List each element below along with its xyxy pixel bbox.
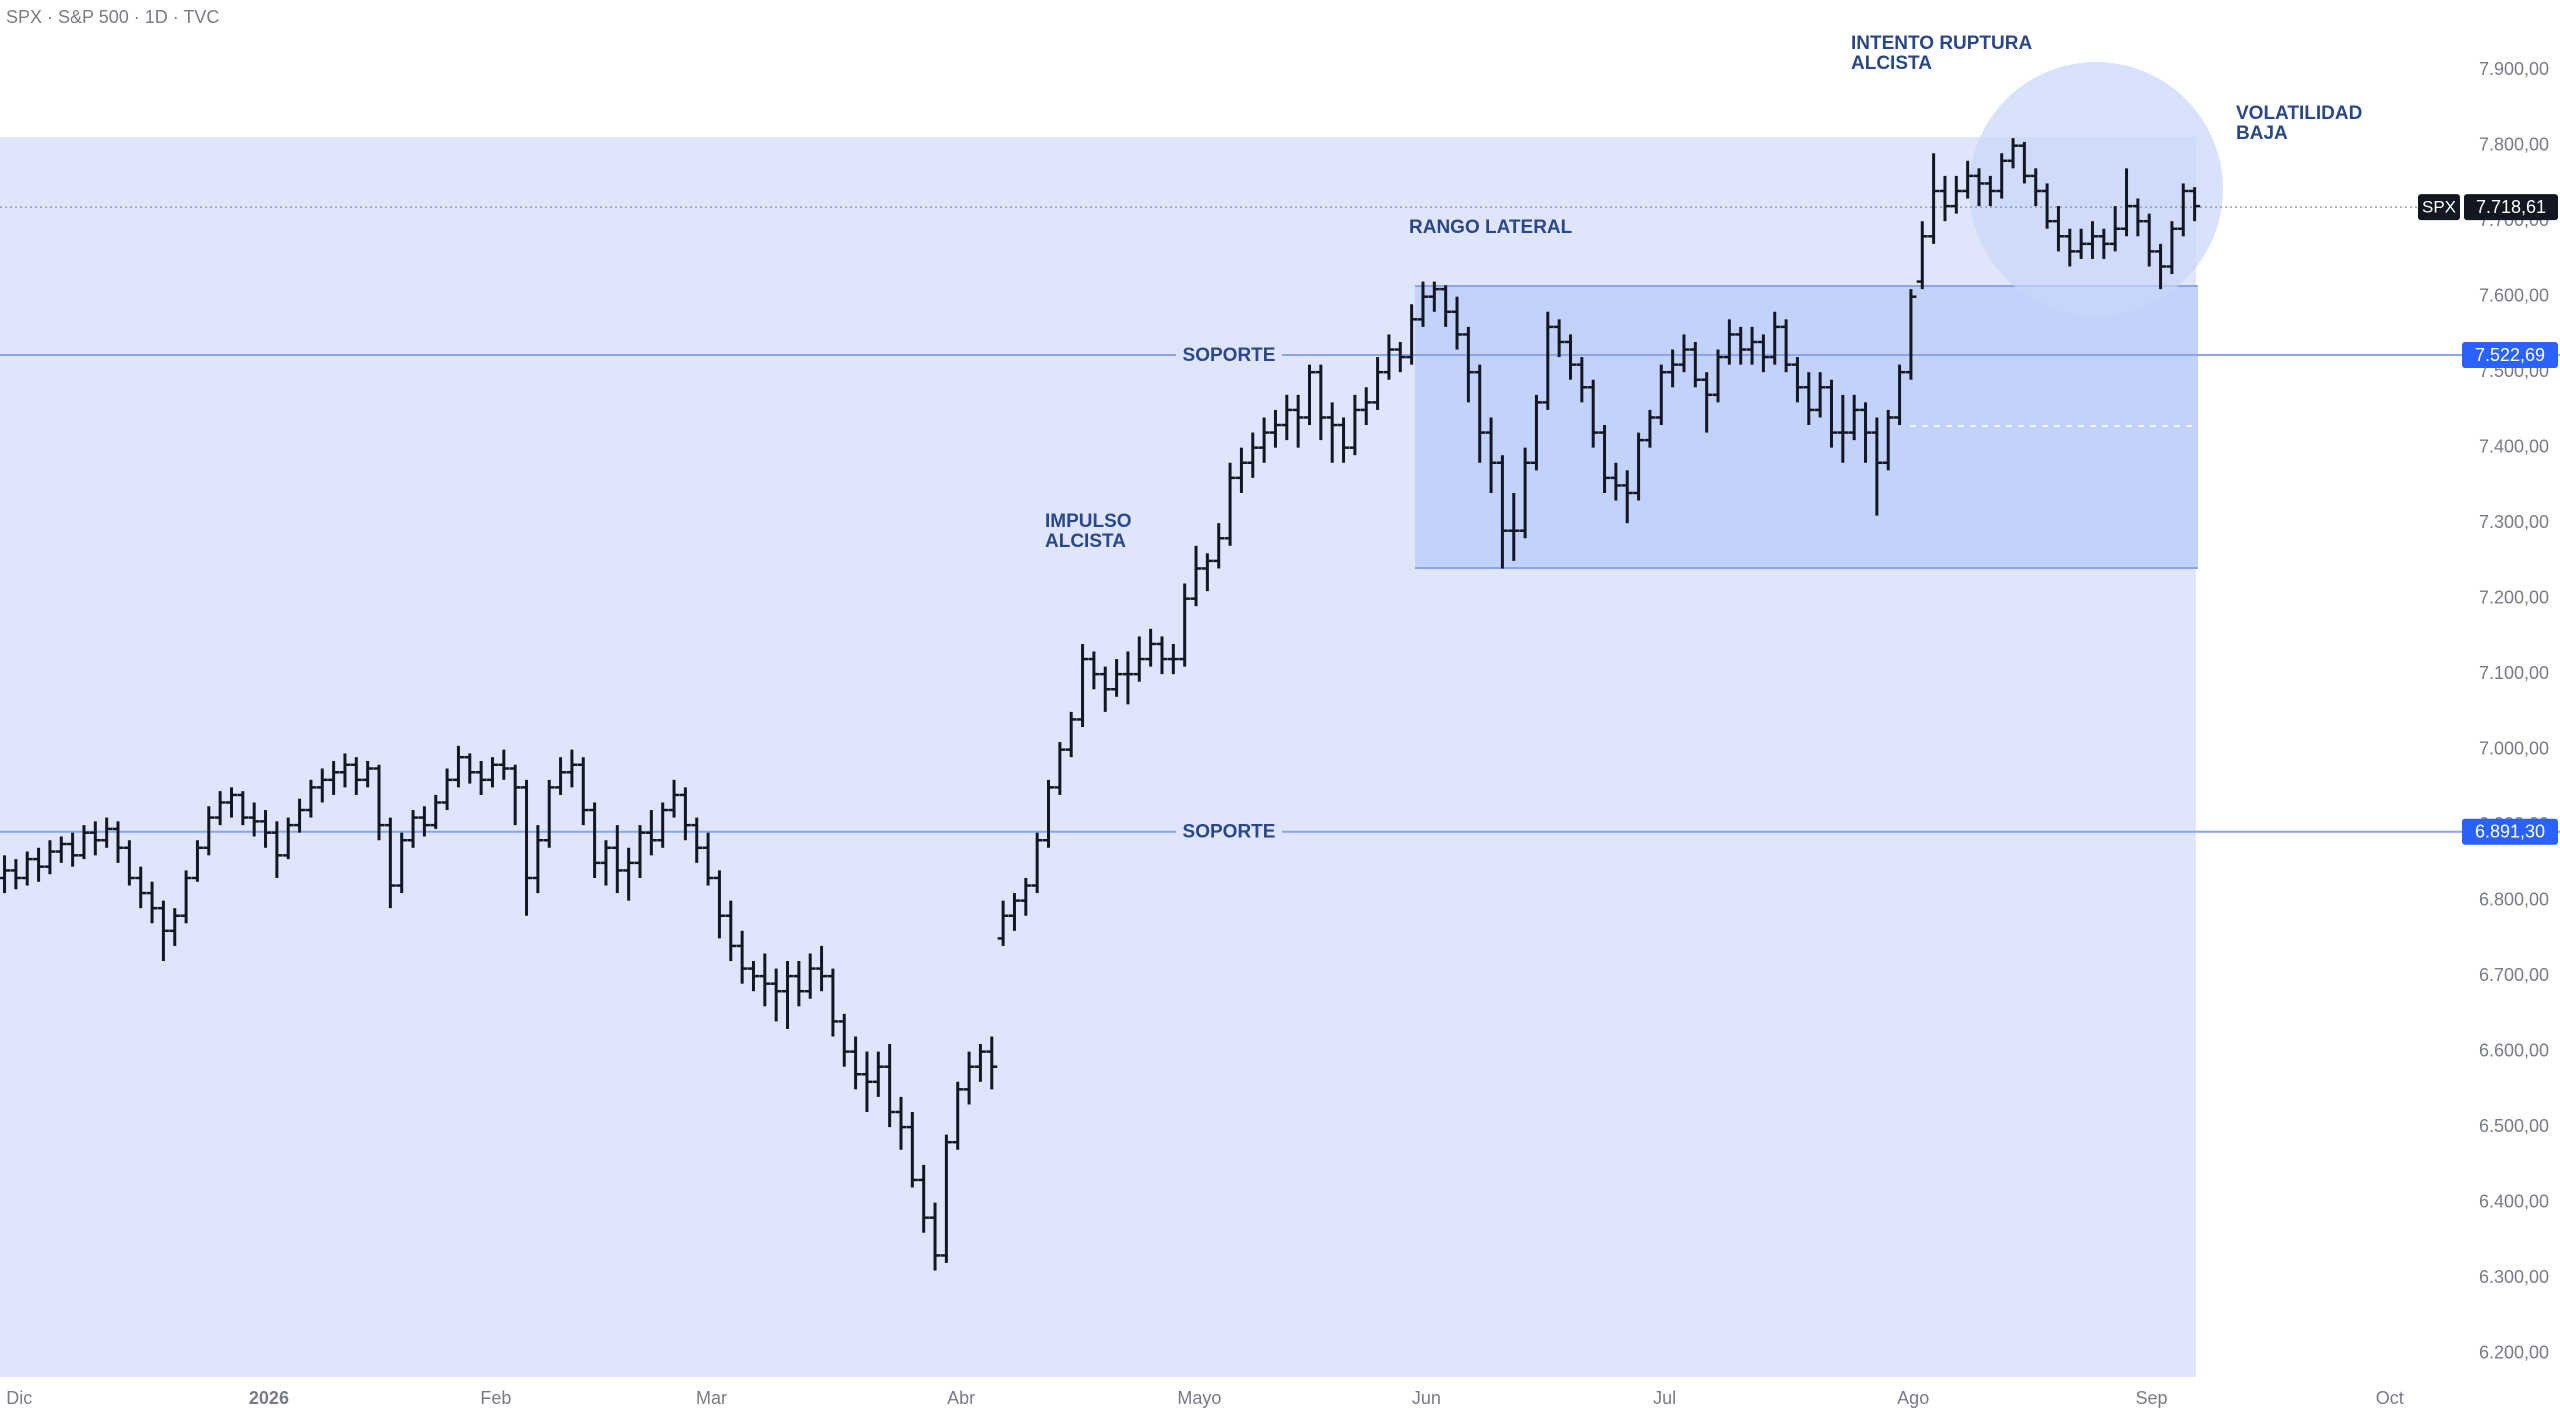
- level-badge-label: 6.891,30: [2475, 821, 2545, 841]
- y-tick-label: 7.100,00: [2479, 663, 2549, 683]
- y-tick-label: 6.400,00: [2479, 1191, 2549, 1211]
- y-tick-label: 6.800,00: [2479, 889, 2549, 909]
- x-tick-label: Dic: [6, 1388, 32, 1408]
- volatility-circle: [1969, 62, 2223, 316]
- y-tick-label: 6.600,00: [2479, 1040, 2549, 1060]
- x-tick-label: Feb: [480, 1388, 511, 1408]
- support-label-bg: [1176, 342, 1282, 369]
- y-tick-label: 7.400,00: [2479, 436, 2549, 456]
- range-box: [1415, 286, 2198, 568]
- x-tick-label: Abr: [947, 1388, 975, 1408]
- support-label: SOPORTE: [1183, 822, 1276, 843]
- support-label-bg: [1176, 818, 1282, 845]
- x-tick-label: Mayo: [1177, 1388, 1221, 1408]
- level-badge: [2462, 818, 2558, 845]
- y-tick-label: 7.900,00: [2479, 59, 2549, 79]
- x-tick-label: Mar: [696, 1388, 727, 1408]
- y-tick-label: 6.300,00: [2479, 1267, 2549, 1287]
- y-tick-label: 7.200,00: [2479, 587, 2549, 607]
- annotation: BAJA: [2236, 123, 2288, 144]
- x-tick-label: Sep: [2135, 1388, 2167, 1408]
- y-tick-label: 6.500,00: [2479, 1116, 2549, 1136]
- annotation: ALCISTA: [1045, 531, 1126, 552]
- annotation: VOLATILIDAD: [2236, 103, 2362, 124]
- symbol-badge: [2418, 194, 2460, 221]
- last-price-badge: [2464, 194, 2558, 221]
- x-tick-label: Ago: [1897, 1388, 1929, 1408]
- annotation: RANGO LATERAL: [1409, 217, 1573, 238]
- y-tick-label: 7.600,00: [2479, 285, 2549, 305]
- x-tick-label: Oct: [2376, 1388, 2404, 1408]
- annotation: IMPULSO: [1045, 511, 1132, 532]
- symbol-badge-label: SPX: [2422, 198, 2456, 217]
- annotation: INTENTO RUPTURA: [1851, 33, 2032, 54]
- last-price-label: 7.718,61: [2476, 197, 2546, 217]
- annotation: ALCISTA: [1851, 53, 1932, 74]
- x-tick-label: Jul: [1653, 1388, 1676, 1408]
- level-badge: [2462, 342, 2558, 369]
- y-tick-label: 6.700,00: [2479, 965, 2549, 985]
- y-tick-label: 6.200,00: [2479, 1342, 2549, 1362]
- support-label: SOPORTE: [1183, 345, 1276, 366]
- chart-title: SPX · S&P 500 · 1D · TVC: [6, 7, 219, 27]
- y-tick-label: 7.800,00: [2479, 134, 2549, 154]
- x-tick-label: Jun: [1412, 1388, 1441, 1408]
- y-tick-label: 7.300,00: [2479, 512, 2549, 532]
- x-tick-label: 2026: [249, 1388, 289, 1408]
- y-tick-label: 7.000,00: [2479, 738, 2549, 758]
- level-badge-label: 7.522,69: [2475, 345, 2545, 365]
